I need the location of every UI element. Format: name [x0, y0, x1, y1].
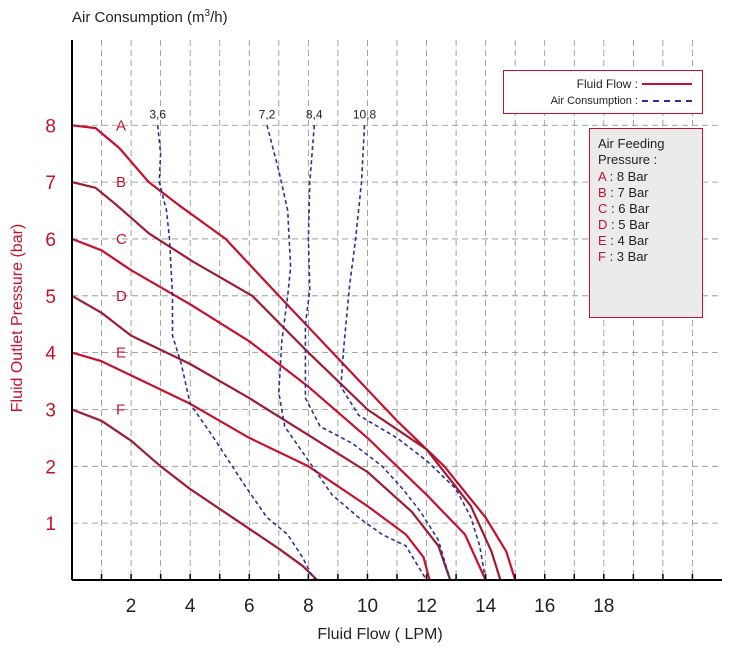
y-tick-label: 5	[45, 287, 56, 308]
axes	[71, 40, 722, 581]
feeding-pressure-item-e: E : 4 Bar	[598, 233, 649, 248]
legend: Fluid Flow : Air Consumption :	[503, 70, 703, 114]
y-tick-label: 1	[45, 514, 56, 535]
x-tick-label: 12	[416, 596, 437, 617]
x-tick-label: 6	[244, 596, 255, 617]
feeding-pressure-title: Air Feeding Pressure :	[598, 136, 665, 167]
fluid-flow-line-e	[71, 351, 431, 581]
x-axis-label: Fluid Flow ( LPM)	[317, 626, 443, 643]
curve-label-f: F	[116, 401, 125, 418]
air-consumption-axis-title: Air Consumption (m3/h)	[72, 8, 228, 26]
fluid-flow-line-a	[71, 124, 517, 581]
feeding-pressure-item-a: A : 8 Bar	[598, 169, 648, 184]
legend-fluid-flow-swatch	[642, 83, 692, 85]
legend-air-consumption-swatch	[642, 100, 692, 102]
x-tick-label: 14	[475, 596, 497, 617]
y-tick-label: 7	[45, 173, 56, 194]
x-tick-label: 18	[593, 596, 614, 617]
y-tick-label: 8	[45, 116, 56, 137]
curve-label-c: C	[116, 231, 127, 248]
feeding-pressure-item-d: D : 5 Bar	[598, 217, 650, 232]
curve-label-a: A	[116, 117, 126, 134]
legend-fluid-flow: Fluid Flow :	[577, 77, 692, 91]
y-axis-label: Fluid Outlet Pressure (bar)	[9, 223, 26, 413]
fluid-flow-line-d	[71, 294, 452, 581]
series-layer	[71, 124, 517, 581]
x-tick-label: 2	[126, 596, 137, 617]
legend-air-consumption-label: Air Consumption :	[550, 95, 638, 107]
x-tick-label: 16	[534, 596, 555, 617]
air-consumption-line-1	[156, 125, 316, 581]
fluid-flow-line-b	[71, 181, 502, 581]
y-tick-label: 3	[45, 400, 56, 421]
feeding-pressure-item-f: F : 3 Bar	[598, 249, 648, 264]
y-tick-label: 2	[45, 457, 56, 478]
air-consumption-line-2	[266, 125, 428, 581]
x-tick-label: 8	[303, 596, 314, 617]
curve-label-e: E	[116, 345, 126, 362]
y-tick-label: 4	[45, 344, 56, 365]
air-consumption-line-4	[340, 125, 487, 581]
feeding-pressure-box: Air Feeding Pressure : A : 8 Bar B : 7 B…	[589, 128, 703, 318]
air-consumption-line-3	[304, 125, 451, 581]
air-consumption-label-1: 3,6	[149, 107, 166, 121]
fluid-flow-line-c	[71, 237, 487, 581]
legend-fluid-flow-label: Fluid Flow :	[576, 77, 638, 91]
x-tick-label: 4	[185, 596, 196, 617]
feeding-pressure-item-b: B : 7 Bar	[598, 185, 649, 200]
air-consumption-label-4: 10,8	[353, 107, 377, 121]
air-consumption-label-2: 7,2	[259, 107, 276, 121]
legend-air-consumption: Air Consumption :	[551, 95, 692, 107]
y-tick-label: 6	[45, 230, 56, 251]
curve-label-b: B	[116, 174, 126, 191]
x-tick-label: 10	[357, 596, 378, 617]
air-consumption-label-3: 8,4	[306, 107, 323, 121]
fluid-flow-line-f	[71, 408, 318, 581]
feeding-pressure-item-c: C : 6 Bar	[598, 201, 650, 216]
curve-label-d: D	[116, 288, 127, 305]
